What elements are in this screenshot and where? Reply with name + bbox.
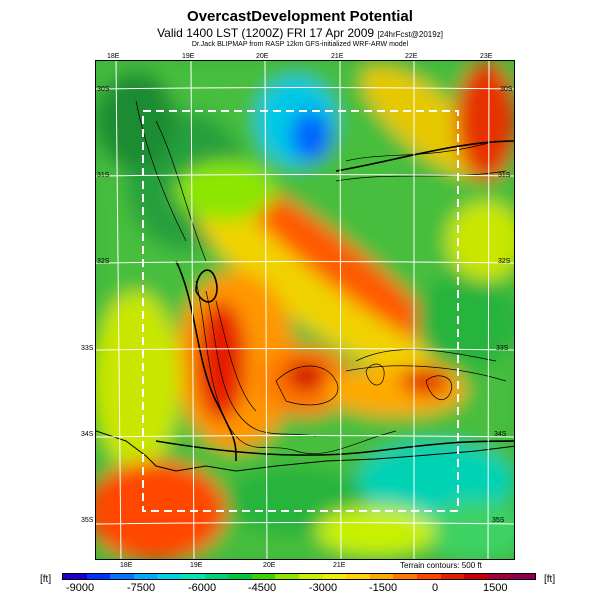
colorbar-swatch [298,574,323,579]
terrain-contours [135,100,507,455]
lon-label-top: 20E [256,53,269,60]
colorbar-label: -4500 [248,582,277,594]
colorbar-swatch [157,574,181,579]
map-panel [95,60,515,560]
lat-label-right: 32S [498,258,511,265]
colorbar-label: -7500 [127,582,156,594]
lat-label-right: 31S [498,172,511,179]
lon-label-bottom: 21E [333,562,346,569]
lat-label-right: 34S [494,431,507,438]
colorbar-swatch [393,574,417,579]
colorbar-swatch [180,574,205,579]
colorbar-label: -1500 [369,582,398,594]
forecast-tag: [24hrFcst@2019z] [377,30,443,39]
lat-label-right: 30S [500,86,513,93]
lon-label-top: 19E [182,53,195,60]
lat-label-left: 30S [97,86,110,93]
colorbar-label: 1500 [483,582,508,594]
colorbar-swatch [110,574,134,579]
units-label-left: [ft] [40,574,52,585]
colorbar-swatch [204,574,229,579]
colorbar-label: -9000 [66,582,95,594]
valid-time-text: Valid 1400 LST (1200Z) FRI 17 Apr 2009 [157,26,375,40]
terrain-note: Terrain contours: 500 ft [400,561,482,570]
lon-label-bottom: 19E [190,562,203,569]
lat-label-right: 35S [492,517,505,524]
colorbar-swatch [487,574,512,579]
colorbar-swatch [133,574,158,579]
lon-label-top: 22E [405,53,418,60]
colorbar-label: -6000 [188,582,217,594]
graticule [96,61,514,559]
colorbar-label: -3000 [309,582,338,594]
map-title: OvercastDevelopment Potential [187,8,413,25]
lon-label-top: 18E [107,53,120,60]
colorbar-swatch [251,574,276,579]
colorbar-swatch [322,574,347,579]
lon-label-bottom: 18E [120,562,133,569]
thick-terrain-contours [155,140,514,462]
lon-label-top: 23E [480,53,493,60]
colorbar-swatch [464,574,488,579]
lat-label-left: 33S [81,345,94,352]
model-credit: Dr.Jack BLIPMAP from RASP 12km GFS-initi… [191,41,409,48]
lat-label-right: 33S [496,345,509,352]
colorbar-swatch [63,574,87,579]
overcast-field-map [96,61,514,559]
lat-label-left: 34S [81,431,94,438]
colorbar-swatch [369,574,394,579]
lat-label-left: 32S [97,258,110,265]
colorbar [62,573,536,580]
lat-label-left: 31S [97,172,110,179]
lat-label-left: 35S [81,517,94,524]
colorbar-swatch [416,574,441,579]
coastline [96,430,514,472]
lon-label-bottom: 20E [263,562,276,569]
colorbar-swatch [511,574,535,579]
colorbar-swatch [86,574,111,579]
colorbar-label: 0 [432,582,439,594]
colorbar-swatch [228,574,252,579]
colorbar-swatch [346,574,370,579]
color-field [96,61,514,559]
lon-label-top: 21E [331,53,344,60]
valid-time: Valid 1400 LST (1200Z) FRI 17 Apr 2009 [… [0,26,600,40]
inner-domain-box [142,110,459,512]
colorbar-swatch [275,574,299,579]
colorbar-swatch [440,574,465,579]
units-label-right: [ft] [544,574,556,585]
